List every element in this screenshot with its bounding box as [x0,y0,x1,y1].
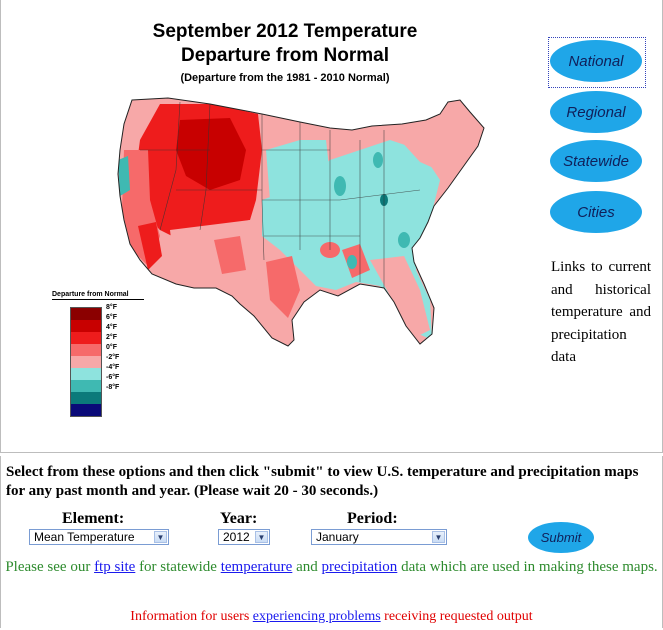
legend-label: 2°F [106,334,117,341]
national-button[interactable]: National [550,40,642,82]
ftp-note-mid1: for statewide [135,559,221,575]
section-divider [0,452,663,453]
map-legend: Departure from Normal 8°F 6°F 4°F 2°F 0°F -2°… [52,291,144,417]
precipitation-link[interactable]: precipitation [321,559,398,575]
chevron-down-icon[interactable]: ▼ [255,531,268,543]
legend-label: 4°F [106,324,117,331]
legend-swatch [71,320,101,332]
problems-note: Information for users experiencing probl… [0,608,663,626]
legend-swatch [71,392,101,404]
legend-label: 8°F [106,304,117,311]
period-label: Period: [347,510,398,527]
legend-swatch [71,308,101,320]
problems-note-suffix: receiving requested output [380,609,533,624]
element-select[interactable]: Mean Temperature ▼ [29,529,169,545]
legend-color-scale [70,307,102,417]
legend-label: -8°F [106,384,120,391]
period-select-value: January [316,530,359,544]
ftp-note-mid2: and [292,559,322,575]
map-title: September 2012 Temperature Departure fro… [140,20,430,86]
period-select[interactable]: January ▼ [311,529,447,545]
national-focus-outline [548,37,646,88]
legend-swatch [71,344,101,356]
legend-labels: 8°F 6°F 4°F 2°F 0°F -2°F -4°F -6°F -8°F [106,303,140,393]
cities-button[interactable]: Cities [550,191,642,233]
us-temperature-map [117,97,485,347]
map-subtitle: (Departure from the 1981 - 2010 Normal) [180,72,390,84]
legend-swatch [71,380,101,392]
element-select-value: Mean Temperature [34,530,135,544]
legend-swatch [71,404,101,416]
problems-note-prefix: Information for users [130,609,253,624]
submit-button[interactable]: Submit [528,522,594,553]
legend-label: -2°F [106,354,120,361]
legend-swatch [71,368,101,380]
ftp-site-link[interactable]: ftp site [94,559,136,575]
map-title-line1: September 2012 Temperature [152,21,418,42]
temperature-link[interactable]: temperature [220,559,293,575]
legend-label: -4°F [106,364,120,371]
ftp-note-prefix: Please see our [5,559,95,575]
ftp-note: Please see our ftp site for statewide te… [0,558,663,577]
chevron-down-icon[interactable]: ▼ [432,531,445,543]
chevron-down-icon[interactable]: ▼ [154,531,167,543]
form-instructions: Select from these options and then click… [6,464,639,499]
legend-title: Departure from Normal [52,291,144,300]
ftp-note-suffix: data which are used in making these maps… [397,559,658,575]
map-title-line2: Departure from Normal [181,45,389,66]
legend-swatch [71,356,101,368]
regional-button[interactable]: Regional [550,91,642,133]
legend-label: -6°F [106,374,120,381]
year-label: Year: [220,510,258,527]
element-label: Element: [62,510,125,527]
year-select[interactable]: 2012 ▼ [218,529,270,545]
legend-swatch [71,332,101,344]
links-description: Links to current and historical temperat… [551,259,651,365]
legend-label: 0°F [106,344,117,351]
statewide-button[interactable]: Statewide [550,140,642,182]
year-select-value: 2012 [223,530,250,544]
legend-label: 6°F [106,314,117,321]
experiencing-problems-link[interactable]: experiencing problems [252,609,381,624]
